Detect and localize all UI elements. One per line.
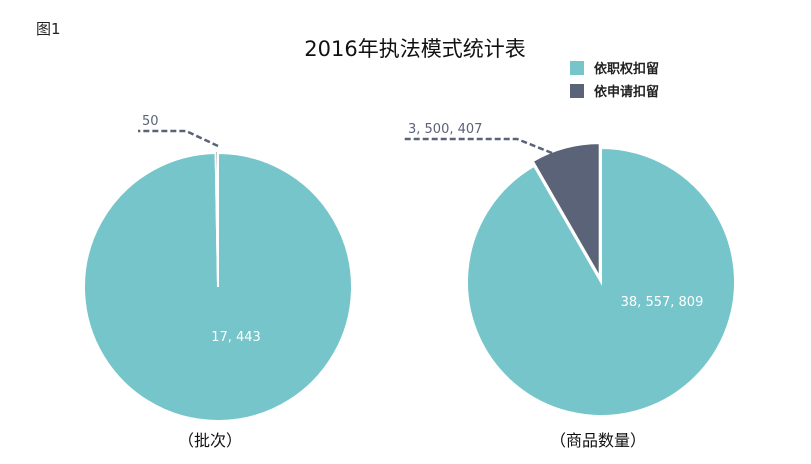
chart-title: 2016年执法模式统计表 [304, 37, 525, 61]
pie-caption-1: （批次） [178, 431, 242, 450]
pie-2-label-1: 38, 557, 809 [621, 295, 704, 310]
pie-caption-2: （商品数量） [550, 431, 646, 450]
pie-2-slice-1 [466, 146, 736, 417]
legend-swatch-2 [570, 84, 584, 98]
legend-swatch-1 [570, 61, 584, 75]
pie-2-label-2: 3, 500, 407 [408, 122, 482, 137]
pie-2-callout-line [404, 137, 553, 155]
pie-2-slice-2 [531, 142, 601, 281]
legend: 依职权扣留 依申请扣留 [570, 61, 659, 100]
legend-label-1: 依职权扣留 [594, 61, 659, 77]
pie-1-callout-line [138, 129, 219, 148]
pie-1-label-1: 17, 443 [211, 330, 261, 345]
figure-label: 图1 [36, 20, 61, 38]
legend-label-2: 依申请扣留 [594, 84, 659, 100]
pie-1-slice-1 [83, 151, 354, 422]
pie-1-label-2: 50 [142, 114, 159, 129]
pie-1-slice-2 [214, 149, 219, 286]
